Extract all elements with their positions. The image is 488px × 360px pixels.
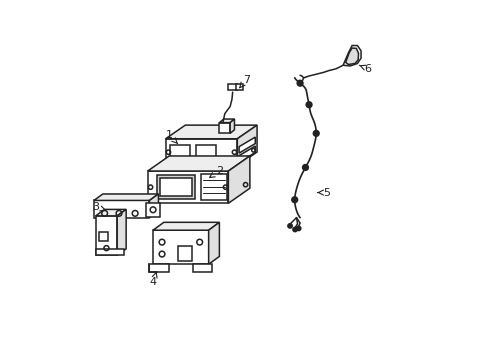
Polygon shape (239, 137, 255, 153)
Polygon shape (96, 210, 126, 216)
Polygon shape (149, 194, 158, 218)
Circle shape (313, 131, 319, 136)
Polygon shape (195, 145, 215, 160)
Polygon shape (236, 84, 242, 90)
Polygon shape (343, 45, 360, 66)
Polygon shape (156, 175, 195, 199)
Text: 4: 4 (149, 272, 157, 287)
Polygon shape (94, 194, 158, 201)
Polygon shape (96, 216, 117, 255)
Text: 1: 1 (165, 130, 177, 144)
Polygon shape (147, 171, 228, 203)
Text: 2: 2 (209, 166, 223, 177)
Circle shape (302, 165, 308, 170)
Circle shape (305, 102, 311, 108)
Polygon shape (117, 210, 126, 255)
Circle shape (297, 80, 303, 86)
Polygon shape (94, 201, 149, 218)
Polygon shape (239, 146, 255, 162)
Polygon shape (153, 230, 208, 264)
Polygon shape (165, 139, 237, 166)
Circle shape (292, 227, 297, 231)
Polygon shape (201, 174, 226, 200)
Text: 7: 7 (239, 75, 249, 88)
Polygon shape (228, 156, 249, 203)
Polygon shape (219, 119, 234, 123)
Polygon shape (96, 249, 124, 255)
Polygon shape (165, 125, 257, 139)
Polygon shape (149, 264, 169, 272)
Polygon shape (147, 156, 249, 171)
Circle shape (291, 197, 297, 203)
Polygon shape (219, 123, 230, 134)
Text: 3: 3 (92, 202, 105, 212)
Polygon shape (230, 119, 234, 134)
Polygon shape (178, 246, 192, 261)
Text: 5: 5 (317, 188, 330, 198)
Polygon shape (208, 222, 219, 264)
Polygon shape (145, 203, 160, 217)
Text: 6: 6 (359, 64, 371, 74)
Circle shape (296, 226, 300, 230)
Polygon shape (345, 48, 358, 64)
Polygon shape (99, 232, 107, 241)
Polygon shape (228, 84, 237, 90)
Polygon shape (160, 178, 191, 196)
Polygon shape (153, 222, 219, 230)
Circle shape (287, 224, 292, 228)
Polygon shape (169, 145, 190, 160)
Polygon shape (192, 264, 212, 272)
Polygon shape (237, 125, 257, 166)
